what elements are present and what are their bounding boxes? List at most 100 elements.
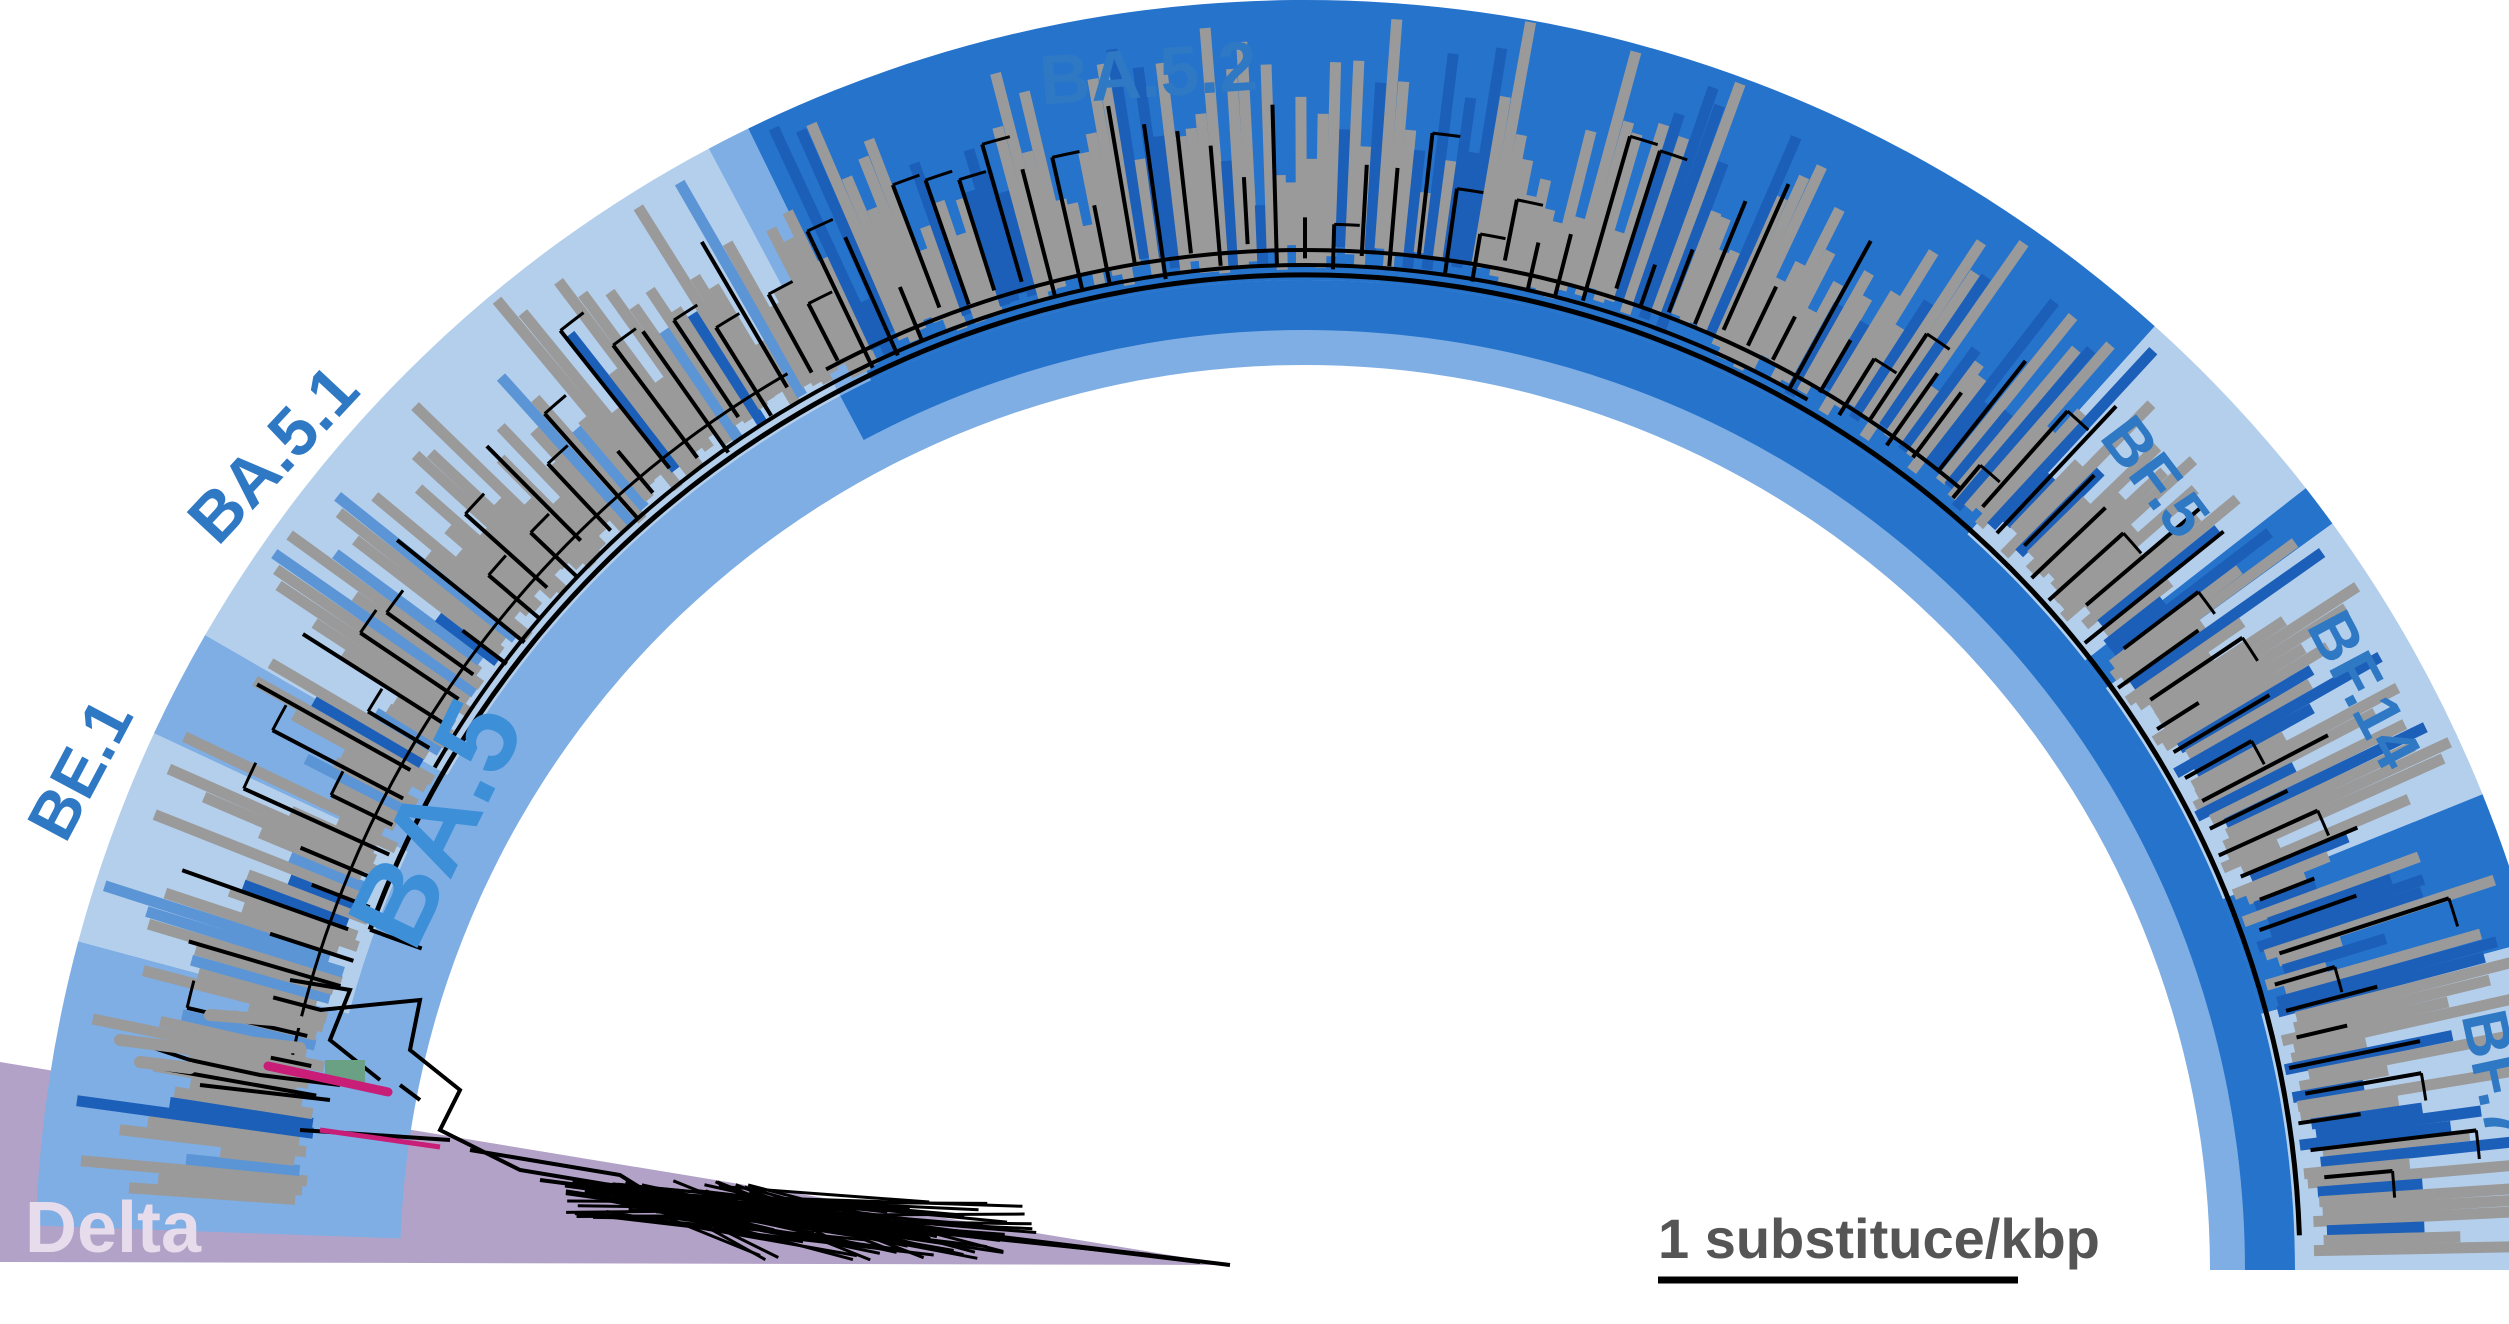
tip-bar <box>2267 873 2393 929</box>
tip-bar <box>2323 1231 2461 1247</box>
tip-bar <box>690 273 776 403</box>
branch-radial <box>463 512 549 590</box>
tip-bar <box>334 492 519 643</box>
clade-label-ba52: BA.5.2 <box>1037 27 1260 120</box>
branch-radial <box>1771 315 1797 361</box>
branch-radial <box>890 184 942 309</box>
tip-bar <box>2303 1158 2411 1180</box>
tip-bar <box>1260 64 1278 249</box>
tip-bar <box>2310 1102 2423 1130</box>
tip-bar <box>2290 1037 2368 1064</box>
tip-bar <box>1087 77 1135 287</box>
tip-bar <box>152 809 367 903</box>
branch-arc <box>329 770 345 796</box>
tip-bar <box>273 564 472 705</box>
branch-radial <box>641 330 730 454</box>
tip-bar <box>335 508 507 646</box>
branch-arc <box>981 135 1011 146</box>
branch-arc <box>359 609 378 634</box>
tip-bar <box>1295 96 1307 265</box>
branch-radial <box>181 868 349 932</box>
branch-radial <box>1470 233 1483 282</box>
tip-bar <box>1402 149 1426 270</box>
tip-bar <box>311 618 452 716</box>
tip-bar <box>1325 62 1342 257</box>
branch-arc <box>385 589 405 614</box>
branch-arc <box>529 512 550 534</box>
branch-radial <box>2296 1023 2348 1040</box>
branch-arc <box>242 762 258 790</box>
tip-bar <box>1315 113 1329 268</box>
tip-bar <box>185 1153 301 1177</box>
branch-radial <box>1330 224 1337 270</box>
branch-radial <box>923 179 971 306</box>
tip-bar <box>2027 496 2091 560</box>
tip-bar <box>2293 974 2492 1034</box>
tip-bar <box>1780 280 1844 385</box>
tip-bar <box>385 703 454 752</box>
branch-radial <box>1525 242 1541 290</box>
tip-bar <box>866 206 927 332</box>
tip-bar <box>303 753 413 817</box>
delta-branch <box>603 1194 881 1255</box>
tip-bar <box>572 425 649 512</box>
branch-radial <box>2047 531 2125 602</box>
tip-bar <box>858 155 933 321</box>
tip-bar <box>2248 832 2350 883</box>
tip-bar <box>1632 85 1719 309</box>
tip-bar <box>2326 1221 2425 1237</box>
tip-bar <box>2060 547 2144 622</box>
branch-radial <box>367 709 431 750</box>
branch-radial <box>1937 359 2028 472</box>
tip-bar <box>1134 158 1163 277</box>
branch-arc <box>487 554 507 577</box>
tip-bar <box>1593 230 1625 303</box>
branch-radial <box>1868 332 1929 421</box>
delta-cluster <box>564 1179 1037 1262</box>
delta-branch <box>747 1183 1004 1253</box>
branch-radial <box>2274 964 2336 987</box>
tip-bar <box>992 125 1049 300</box>
branch-arc <box>924 169 953 182</box>
tip-bar <box>1432 160 1457 261</box>
tip-bar <box>608 368 696 476</box>
branch-radial <box>2240 825 2359 879</box>
branch-arc <box>2122 532 2143 555</box>
tip-bar <box>782 209 871 374</box>
branch-arc <box>1479 232 1506 241</box>
branch-radial <box>1502 199 1519 261</box>
tip-bar <box>1451 151 1480 269</box>
tip-bar <box>169 1096 314 1129</box>
tip-bar <box>909 161 973 317</box>
tip-bar <box>2220 838 2281 874</box>
tip-bar <box>1797 270 1874 395</box>
branch-radial <box>1092 204 1113 287</box>
tip-bar <box>2283 928 2483 996</box>
branch-radial <box>2288 1039 2421 1070</box>
tip-bar <box>128 1182 296 1205</box>
branch-radial <box>299 845 379 883</box>
tip-bar <box>411 402 584 571</box>
tip-bar <box>2173 652 2383 779</box>
branch-radial <box>700 240 789 389</box>
branch-radial <box>1638 263 1657 307</box>
tip-bar <box>2320 1136 2509 1168</box>
branch-radial <box>242 786 391 857</box>
branch-radial <box>1951 463 1982 500</box>
branch-radial <box>2208 788 2289 831</box>
tip-bar <box>709 283 784 397</box>
tip-bar <box>1534 220 1563 295</box>
branch-radial <box>2122 590 2200 651</box>
tip-bar <box>103 880 332 963</box>
tip-bar <box>163 887 340 956</box>
branch-radial <box>546 462 613 532</box>
branch-arc <box>2474 1130 2481 1160</box>
tip-bar <box>1833 249 1939 410</box>
branch-arc <box>806 217 834 233</box>
tip-bar <box>180 1009 317 1051</box>
branch-arc <box>1659 149 1688 162</box>
tip-bar <box>1497 158 1534 287</box>
branch-arc <box>185 980 196 1009</box>
tip-bar <box>2224 741 2416 839</box>
branch-arc <box>543 394 567 415</box>
